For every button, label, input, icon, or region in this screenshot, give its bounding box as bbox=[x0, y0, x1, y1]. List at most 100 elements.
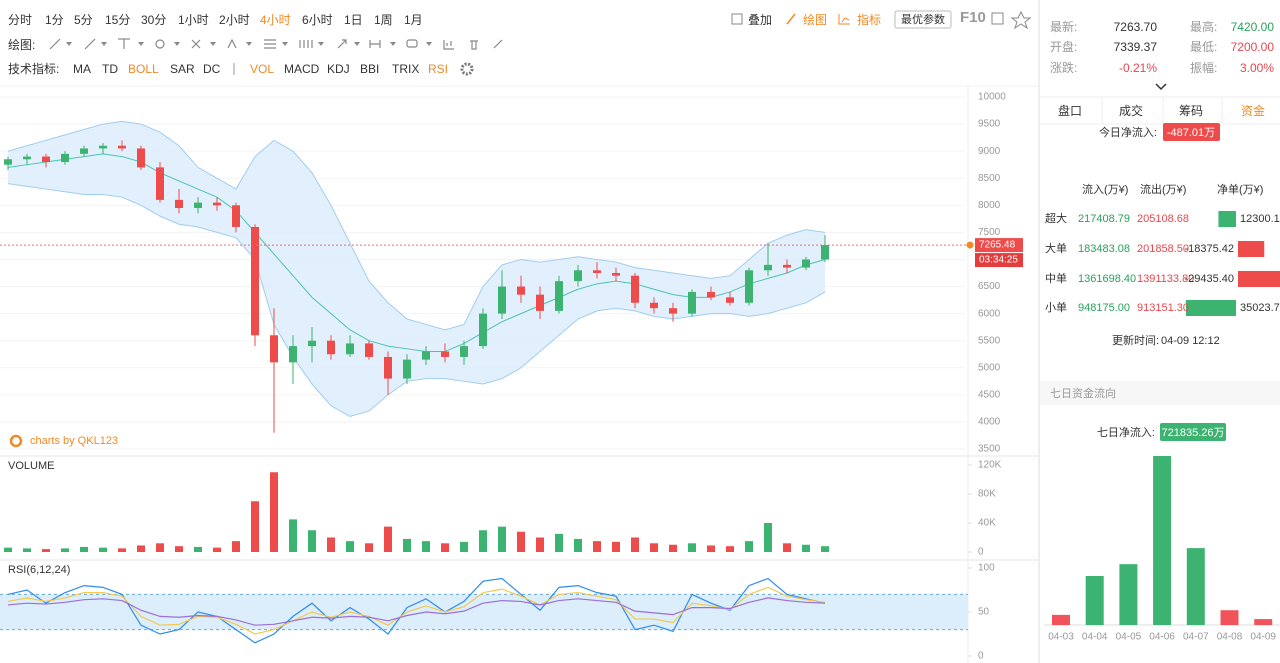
volume-bar bbox=[289, 519, 297, 552]
y-tick-label: 9000 bbox=[978, 146, 1001, 157]
indicator-tab[interactable]: DC bbox=[203, 62, 221, 76]
today-badge bbox=[1163, 123, 1220, 141]
indicator-tab[interactable]: TRIX bbox=[392, 62, 420, 76]
settings-icon[interactable] bbox=[460, 62, 474, 76]
indicator-tab[interactable]: RSI bbox=[428, 62, 449, 76]
period-tab[interactable]: 1月 bbox=[404, 13, 423, 27]
period-tab[interactable]: 分时 bbox=[8, 13, 33, 27]
y-tick-label: 8000 bbox=[978, 200, 1001, 211]
y-tick-label: 9500 bbox=[978, 119, 1001, 130]
period-tab[interactable]: 1周 bbox=[374, 13, 393, 27]
period-tab[interactable]: 15分 bbox=[105, 13, 131, 27]
candle-body bbox=[574, 270, 582, 282]
candle-body bbox=[726, 297, 734, 303]
indicator-tab[interactable]: VOL bbox=[250, 62, 275, 76]
period-tab[interactable]: 4小时 bbox=[260, 13, 291, 27]
volume-bar bbox=[764, 523, 772, 552]
x-tick-label: 04-08 bbox=[1217, 632, 1243, 643]
period-tab[interactable]: 6小时 bbox=[302, 13, 333, 27]
volume-bar bbox=[327, 537, 335, 552]
best-params-label[interactable]: 最优参数 bbox=[901, 14, 945, 26]
volume-bar bbox=[175, 546, 183, 552]
section-header bbox=[1040, 381, 1280, 405]
candle-body bbox=[346, 343, 354, 355]
tool-button[interactable]: 指标 bbox=[857, 13, 882, 27]
candle-body bbox=[289, 346, 297, 363]
volume-bar bbox=[213, 547, 221, 552]
candle-body bbox=[536, 294, 544, 311]
candle-body bbox=[460, 346, 468, 357]
period-tab[interactable]: 5分 bbox=[74, 13, 93, 27]
candle-body bbox=[80, 148, 88, 154]
indicator-tab[interactable]: MACD bbox=[284, 62, 320, 76]
drawing-tools[interactable] bbox=[49, 38, 503, 50]
volume-bar bbox=[118, 548, 126, 552]
indicator-icon[interactable] bbox=[838, 14, 850, 25]
y-tick-label: 6000 bbox=[978, 308, 1001, 319]
y-tick-label: 10000 bbox=[978, 92, 1006, 103]
period-tab[interactable]: 1分 bbox=[45, 13, 64, 27]
period-tab[interactable]: 1小时 bbox=[178, 13, 209, 27]
indicator-tab[interactable]: TD bbox=[102, 62, 118, 76]
period-tab[interactable]: 2小时 bbox=[219, 13, 250, 27]
overlay-icon[interactable] bbox=[731, 13, 743, 25]
volume-bar bbox=[232, 541, 240, 552]
row-inflow: 217408.79 bbox=[1078, 213, 1130, 225]
panel-tab[interactable]: 盘口 bbox=[1057, 104, 1083, 118]
volume-bar bbox=[384, 526, 392, 552]
candle-body bbox=[783, 264, 791, 268]
volume-bar bbox=[137, 545, 145, 552]
tool-button[interactable]: 绘图 bbox=[803, 13, 828, 27]
candle-body bbox=[764, 264, 772, 271]
y-tick-label: 7500 bbox=[978, 227, 1001, 238]
candle-body bbox=[99, 145, 107, 149]
f10-button[interactable]: F10 bbox=[960, 9, 986, 26]
indicator-tab[interactable]: KDJ bbox=[327, 62, 350, 76]
quote-label: 振幅: bbox=[1190, 61, 1218, 75]
candle-body bbox=[669, 308, 677, 314]
net-label: 35023.70 bbox=[1240, 302, 1280, 314]
panel-tab[interactable]: 资金 bbox=[1240, 104, 1266, 118]
y-tick-label: 0 bbox=[978, 651, 984, 662]
update-label: 更新时间: bbox=[1112, 335, 1160, 347]
candle-body bbox=[593, 270, 601, 273]
star-icon[interactable] bbox=[1010, 10, 1032, 30]
rsi-line bbox=[7, 577, 826, 644]
flow-bar bbox=[1119, 564, 1138, 625]
period-tab[interactable]: 1日 bbox=[344, 13, 363, 27]
rsi-title: RSI(6,12,24) bbox=[8, 564, 71, 576]
indicator-tab[interactable]: BBI bbox=[360, 62, 380, 76]
tool-button[interactable]: 叠加 bbox=[748, 13, 773, 27]
indicator-label: 技术指标: bbox=[8, 62, 60, 76]
best-params-button[interactable] bbox=[894, 10, 952, 29]
candle-body bbox=[479, 313, 487, 347]
panel-tab[interactable]: 成交 bbox=[1118, 104, 1144, 118]
volume-bar bbox=[612, 541, 620, 552]
volume-bar bbox=[517, 531, 525, 552]
update-time: 04-09 12:12 bbox=[1161, 335, 1220, 347]
volume-bar bbox=[574, 538, 582, 552]
panel-tab[interactable]: 筹码 bbox=[1178, 104, 1204, 118]
row-inflow: 183483.08 bbox=[1078, 243, 1130, 255]
y-tick-label: 6500 bbox=[978, 281, 1001, 292]
volume-bar bbox=[479, 530, 487, 552]
volume-title: VOLUME bbox=[8, 460, 55, 472]
row-outflow: 201858.50 bbox=[1137, 243, 1189, 255]
draw-icon[interactable] bbox=[786, 13, 796, 25]
x-tick-label: 04-03 bbox=[1048, 632, 1074, 643]
indicator-tab[interactable]: SAR bbox=[170, 62, 195, 76]
y-tick-label: 100 bbox=[978, 563, 995, 574]
indicator-tab[interactable]: BOLL bbox=[128, 62, 159, 76]
candle-body bbox=[251, 226, 259, 336]
y-tick-label: 4000 bbox=[978, 417, 1001, 428]
indicator-tab[interactable]: MA bbox=[73, 62, 91, 76]
fullscreen-icon[interactable] bbox=[991, 12, 1004, 25]
quote-label: 涨跌: bbox=[1050, 61, 1078, 75]
candle-body bbox=[175, 199, 183, 209]
volume-bar bbox=[650, 543, 658, 552]
volume-bar bbox=[498, 526, 506, 552]
flow-bar bbox=[1186, 548, 1205, 625]
quote-value: 7200.00 bbox=[1230, 40, 1274, 54]
period-tab[interactable]: 30分 bbox=[141, 13, 167, 27]
expand-chevron[interactable] bbox=[1155, 83, 1167, 91]
